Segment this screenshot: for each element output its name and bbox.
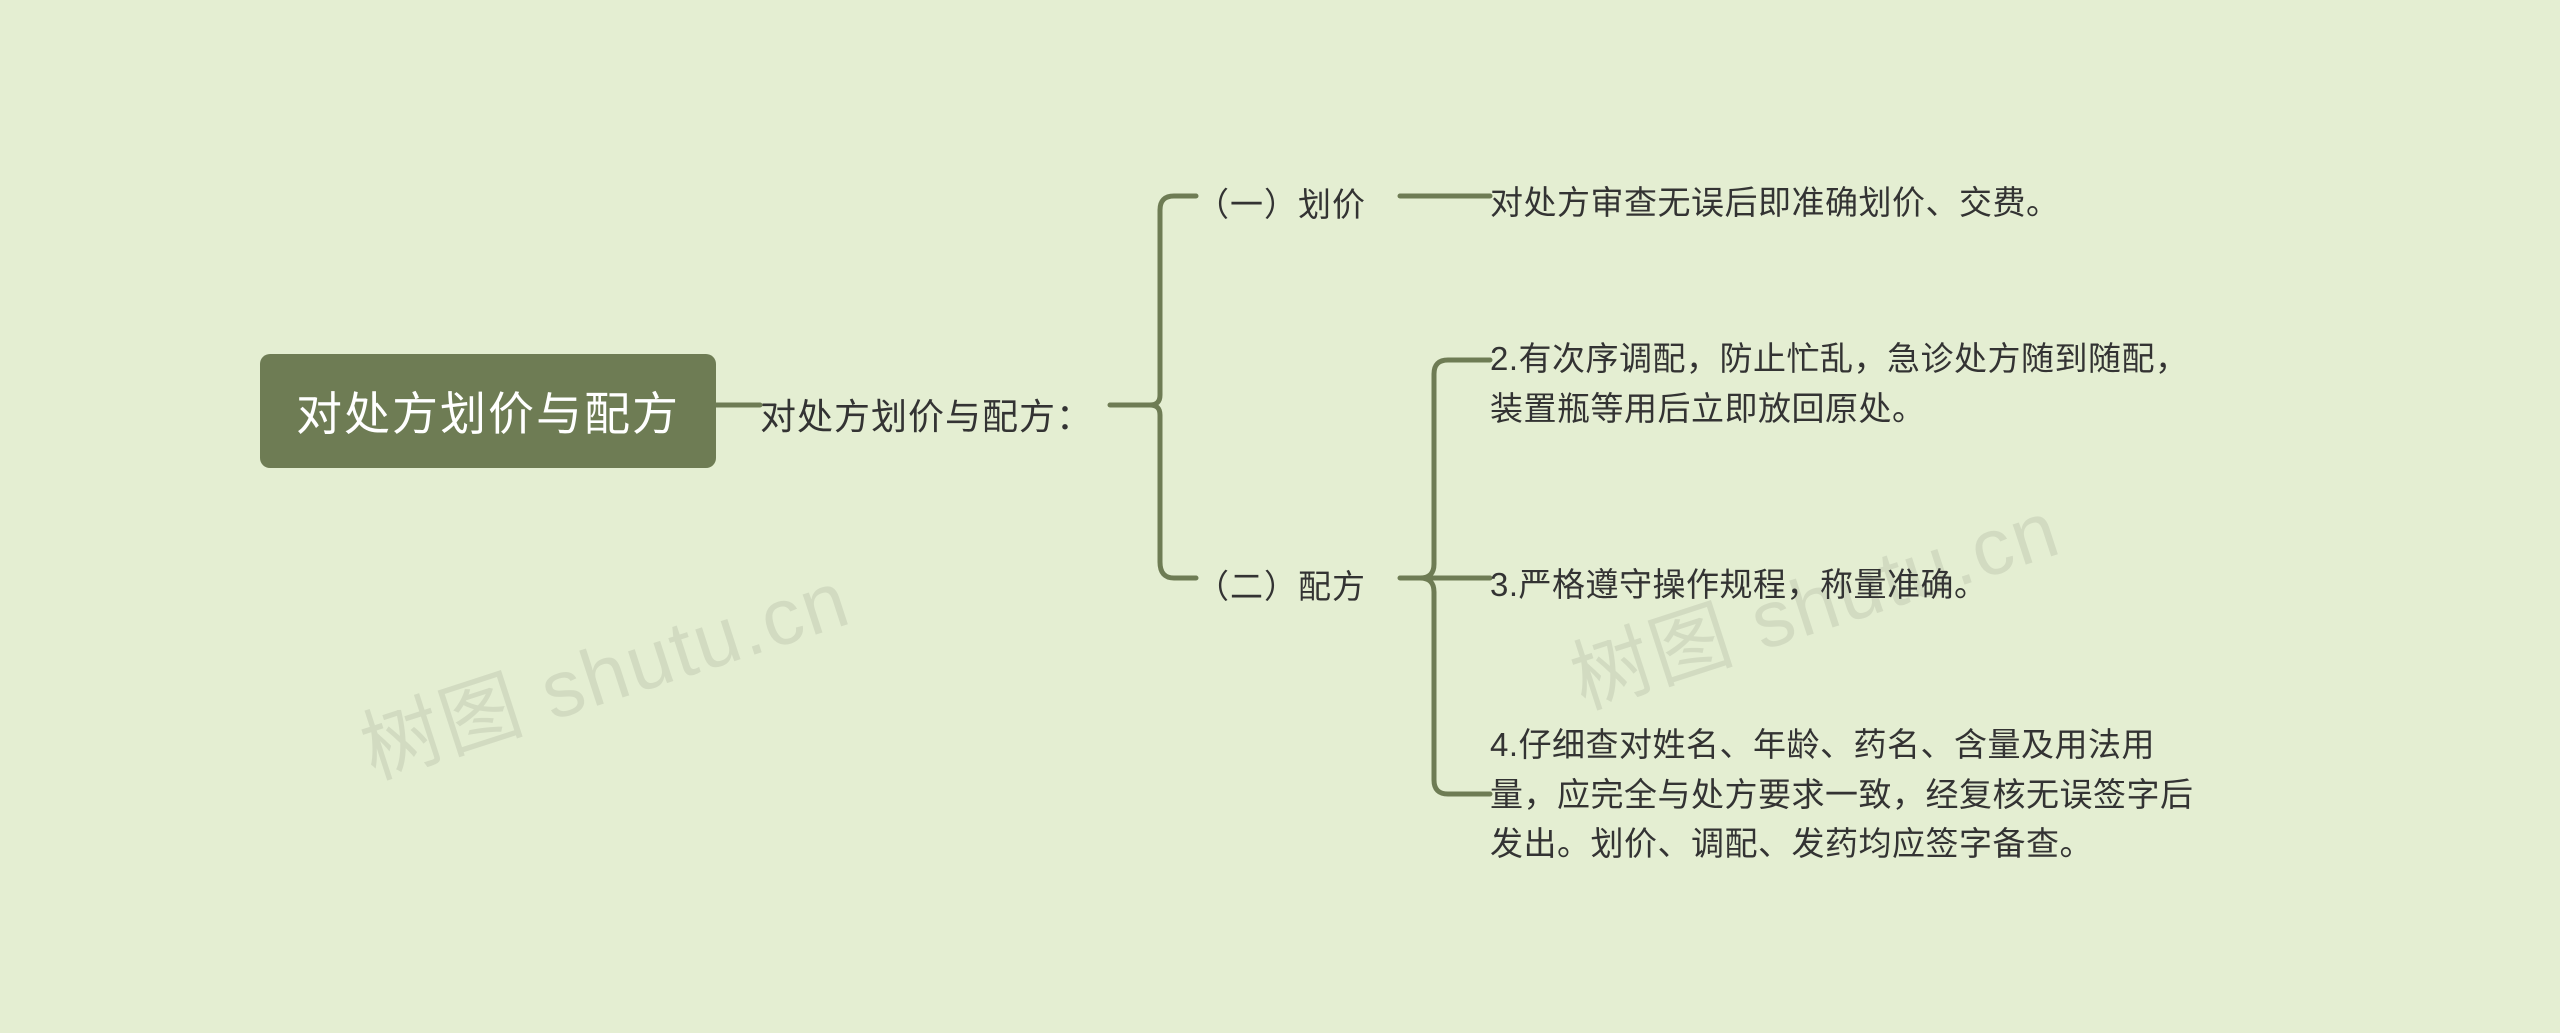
level1-label: 对处方划价与配方： — [760, 396, 1093, 437]
leaf-a1-text: 对处方审查无误后即准确划价、交费。 — [1490, 184, 2060, 221]
leaf-b2-node[interactable]: 3.严格遵守操作规程，称量准确。 — [1490, 560, 2220, 610]
root-node[interactable]: 对处方划价与配方 — [260, 354, 716, 468]
branch-b-node[interactable]: （二）配方 — [1196, 560, 1366, 608]
watermark: 树图 shutu.cn — [344, 535, 862, 802]
leaf-b1-node[interactable]: 2.有次序调配，防止忙乱，急诊处方随到随配，装置瓶等用后立即放回原处。 — [1490, 334, 2220, 433]
leaf-a1-node[interactable]: 对处方审查无误后即准确划价、交费。 — [1490, 178, 2190, 228]
branch-a-label: （一）划价 — [1196, 186, 1366, 223]
root-label: 对处方划价与配方 — [296, 388, 680, 440]
mindmap-stage: 树图 shutu.cn 树图 shutu.cn 对处方划价与配方 对处方划价与配… — [0, 0, 2560, 1033]
level1-node[interactable]: 对处方划价与配方： — [760, 388, 1093, 440]
branch-a-node[interactable]: （一）划价 — [1196, 178, 1366, 226]
leaf-b3-text: 4.仔细查对姓名、年龄、药名、含量及用法用量，应完全与处方要求一致，经复核无误签… — [1490, 726, 2194, 862]
leaf-b1-text: 2.有次序调配，防止忙乱，急诊处方随到随配，装置瓶等用后立即放回原处。 — [1490, 340, 2189, 427]
branch-b-label: （二）配方 — [1196, 568, 1366, 605]
connector-layer — [0, 0, 2560, 1033]
leaf-b3-node[interactable]: 4.仔细查对姓名、年龄、药名、含量及用法用量，应完全与处方要求一致，经复核无误签… — [1490, 720, 2220, 869]
leaf-b2-text: 3.严格遵守操作规程，称量准确。 — [1490, 566, 1988, 603]
